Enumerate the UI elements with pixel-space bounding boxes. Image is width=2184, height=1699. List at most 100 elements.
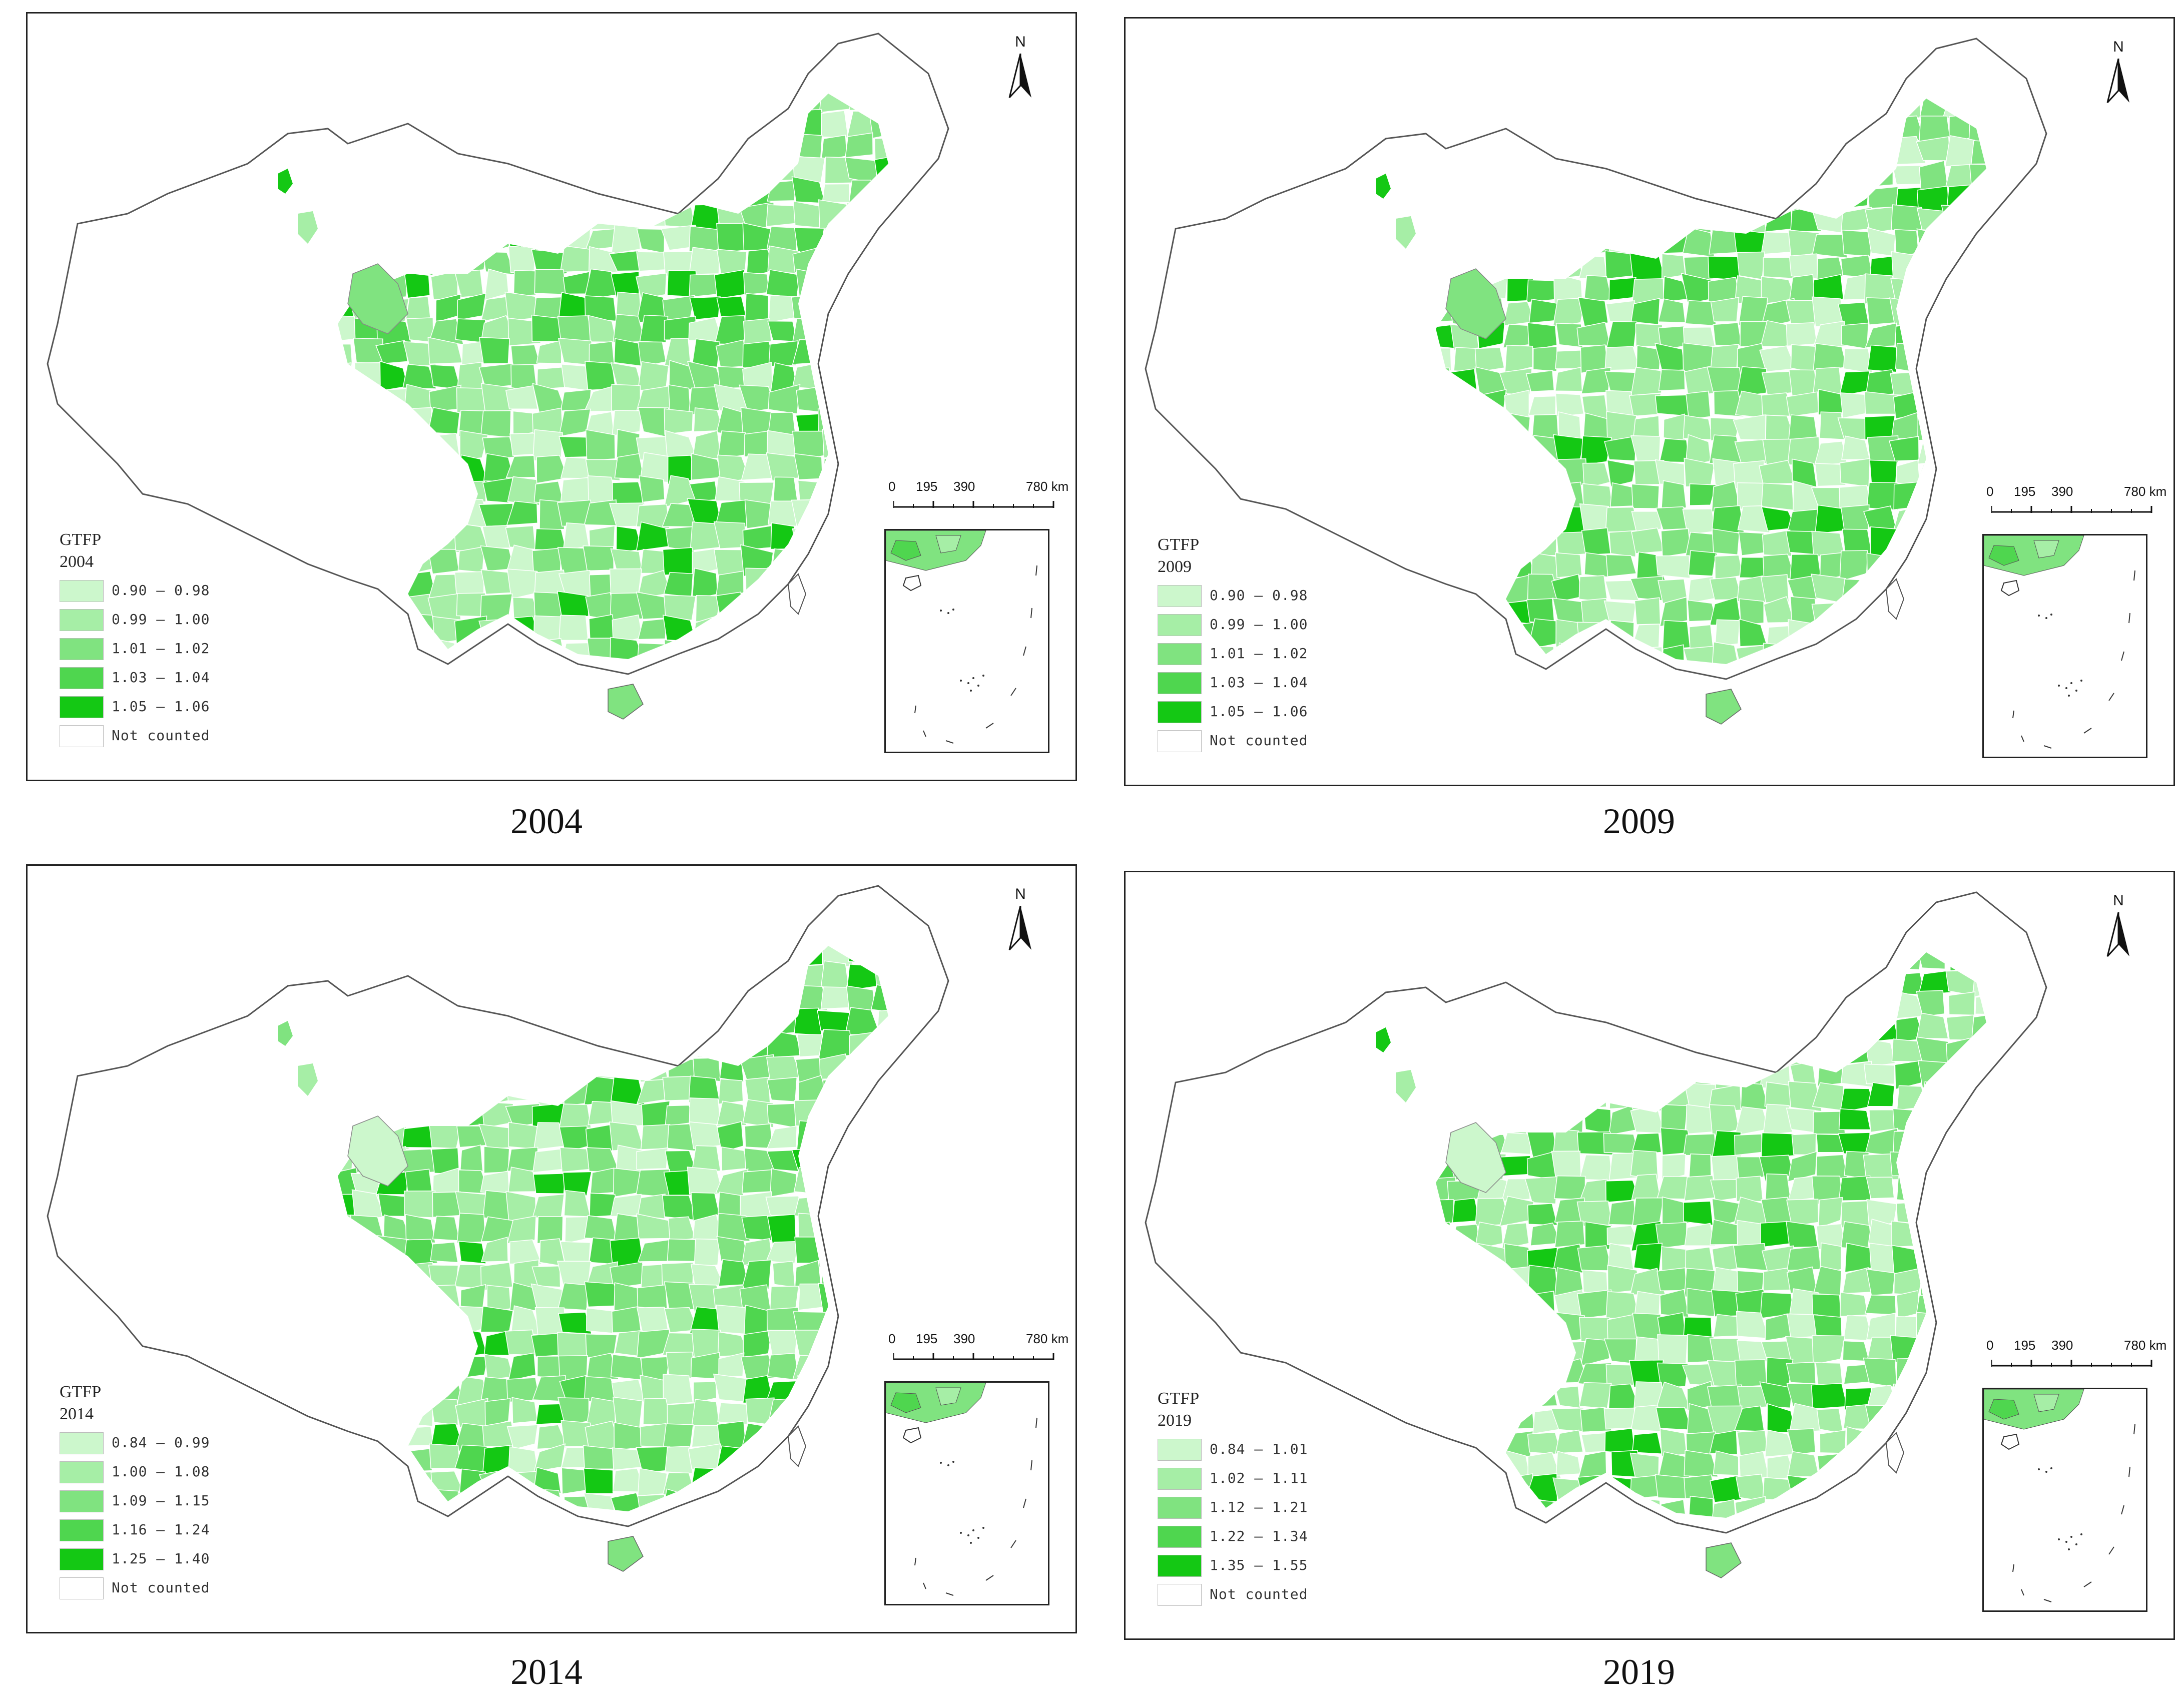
prefecture-region <box>875 1168 888 1197</box>
scale-label-0: 0 <box>888 1331 896 1346</box>
scale-label-390: 390 <box>953 479 975 494</box>
prefecture-region <box>1840 1497 1875 1518</box>
legend-item: 0.90 – 0.98 <box>60 578 300 607</box>
prefecture-region <box>402 363 437 389</box>
prefecture-region <box>767 1214 797 1245</box>
scale-label-0: 0 <box>888 479 896 494</box>
prefecture-region <box>689 296 721 320</box>
prefecture-region <box>1551 118 1583 143</box>
prefecture-region <box>1791 1133 1817 1156</box>
prefecture-region <box>1892 1520 1925 1547</box>
prefecture-region <box>1634 1291 1661 1317</box>
prefecture-region <box>329 663 357 686</box>
prefecture-region <box>586 1307 616 1334</box>
scale-label-195: 195 <box>916 479 938 494</box>
prefecture-region <box>534 1514 566 1539</box>
prefecture-region <box>1738 181 1764 208</box>
scale-label-0: 0 <box>1986 1338 1994 1353</box>
prefecture-region <box>1473 644 1507 664</box>
prefecture-region <box>375 340 408 364</box>
prefecture-region <box>1789 989 1817 1019</box>
prefecture-region <box>1632 115 1665 141</box>
prefecture-region <box>1657 1362 1689 1388</box>
scale-ruler <box>1991 1360 2152 1367</box>
prefecture-region <box>1839 644 1871 664</box>
prefecture-region <box>557 315 594 345</box>
legend-title: GTFP <box>60 530 102 549</box>
prefecture-region <box>1919 1198 1948 1227</box>
prefecture-region <box>716 296 747 318</box>
legend-swatch <box>1158 672 1202 694</box>
legend-label: 1.35 – 1.55 <box>1210 1557 1308 1573</box>
prefecture-region <box>1763 1103 1793 1136</box>
prefecture-region <box>427 593 461 621</box>
prefecture-region <box>1841 99 1869 117</box>
prefecture-region <box>1817 112 1846 144</box>
prefecture-region <box>901 1191 932 1220</box>
prefecture-region <box>1478 1499 1509 1518</box>
prefecture-region <box>1684 952 1718 975</box>
legend-item: 1.22 – 1.34 <box>1158 1524 1398 1553</box>
prefecture-region <box>1607 1498 1636 1518</box>
prefecture-region <box>454 571 484 596</box>
prefecture-region <box>663 94 696 113</box>
prefecture-region <box>1608 1200 1636 1226</box>
prefecture-region <box>407 94 434 112</box>
prefecture-region <box>1436 1476 1454 1502</box>
prefecture-region <box>899 269 932 299</box>
prefecture-region <box>1811 1383 1848 1410</box>
prefecture-region <box>1734 1134 1763 1156</box>
prefecture-region <box>1972 1177 1986 1199</box>
prefecture-region <box>509 1239 542 1265</box>
prefecture-region <box>1630 366 1662 396</box>
prefecture-region <box>1580 435 1612 466</box>
prefecture-region <box>1657 1267 1688 1292</box>
prefecture-region <box>844 1329 879 1355</box>
prefecture-region <box>349 639 381 659</box>
prefecture-region <box>585 361 616 391</box>
prefecture-region <box>1528 298 1558 324</box>
prefecture-region <box>1890 1475 1926 1499</box>
prefecture-region <box>338 94 354 114</box>
prefecture-region <box>742 1099 774 1128</box>
prefecture-region <box>1766 668 1789 697</box>
prefecture-region <box>1480 1523 1508 1547</box>
prefecture-region <box>611 384 641 413</box>
prefecture-region <box>1451 1496 1482 1518</box>
prefecture-region <box>505 110 541 139</box>
prefecture-region <box>670 1514 692 1543</box>
prefecture-region <box>1998 365 2024 390</box>
prefecture-region <box>532 1149 565 1173</box>
prefecture-region <box>1579 1519 1612 1548</box>
prefecture-region <box>1583 992 1614 1017</box>
prefecture-region <box>1866 1177 1895 1199</box>
prefecture-region <box>847 526 881 547</box>
prefecture-region <box>482 525 511 548</box>
prefecture-region <box>1919 1427 1951 1457</box>
prefecture-region <box>1994 1060 2028 1085</box>
prefecture-region <box>822 183 850 203</box>
prefecture-region <box>1684 1450 1719 1478</box>
prefecture-region <box>876 361 888 392</box>
prefecture-region <box>793 614 826 643</box>
prefecture-region <box>767 641 798 659</box>
legend-label: 1.01 – 1.02 <box>112 640 210 657</box>
prefecture-region <box>505 455 536 478</box>
prefecture-region <box>1942 667 1975 696</box>
legend-label: 1.09 – 1.15 <box>112 1492 210 1509</box>
prefecture-region <box>903 408 929 435</box>
prefecture-region <box>1760 968 1793 994</box>
prefecture-region <box>1657 1013 1692 1043</box>
prefecture-region <box>1921 550 1949 580</box>
caption-2009: 2009 <box>1603 801 1675 841</box>
prefecture-region <box>1841 952 1871 973</box>
legend-item: Not counted <box>1158 1582 1398 1611</box>
prefecture-region <box>2000 1202 2030 1224</box>
legend-item: 1.00 – 1.08 <box>60 1459 300 1488</box>
prefecture-region <box>561 155 591 182</box>
legend-label: 0.99 – 1.00 <box>112 611 210 628</box>
north-arrow: N <box>1005 886 1035 951</box>
prefecture-region <box>845 272 879 296</box>
north-label: N <box>1015 34 1026 50</box>
legend-year: 2019 <box>1158 1411 1192 1430</box>
